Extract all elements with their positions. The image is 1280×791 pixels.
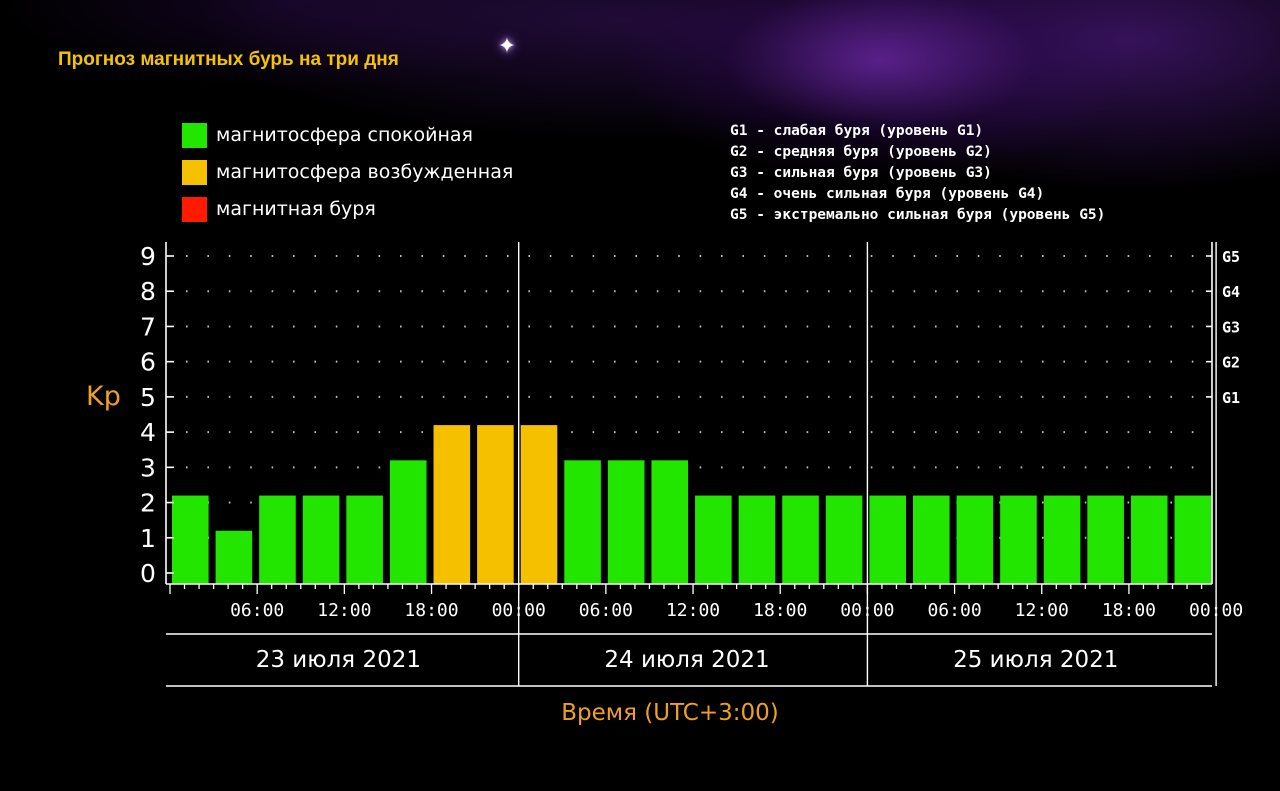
legend-swatch-storm bbox=[182, 196, 207, 222]
time-tick-label: 06:00 bbox=[927, 600, 981, 621]
kp-bar bbox=[215, 530, 253, 584]
time-tick-label: 18:00 bbox=[753, 600, 807, 621]
y-tick-label: 2 bbox=[140, 489, 156, 518]
g-level-label: G3 bbox=[1222, 318, 1240, 336]
y-tick-label: 3 bbox=[140, 453, 156, 482]
legend: магнитосфера спокойная магнитосфера возб… bbox=[182, 122, 513, 233]
kp-bar bbox=[695, 495, 732, 584]
kp-bar bbox=[564, 460, 601, 584]
g-level-label: G1 bbox=[1222, 389, 1240, 407]
time-tick-label: 18:00 bbox=[404, 600, 458, 621]
kp-bar bbox=[738, 495, 776, 584]
kp-bar bbox=[607, 460, 645, 584]
date-label: 24 июля 2021 bbox=[604, 647, 769, 673]
kp-bar bbox=[782, 495, 819, 584]
time-tick-label: 12:00 bbox=[666, 600, 720, 621]
kp-bar bbox=[869, 495, 906, 584]
kp-bar bbox=[1087, 495, 1124, 584]
time-tick-label: 00:00 bbox=[840, 600, 894, 621]
time-tick-label: 00:00 bbox=[492, 600, 546, 621]
time-tick-label: 06:00 bbox=[579, 600, 633, 621]
kp-bar bbox=[912, 495, 950, 584]
storm-level-g4: G4 - очень сильная буря (уровень G4) bbox=[730, 186, 1045, 202]
y-tick-label: 7 bbox=[140, 312, 156, 341]
kp-bar bbox=[389, 460, 427, 584]
legend-label-storm: магнитная буря bbox=[216, 198, 376, 220]
date-label: 25 июля 2021 bbox=[953, 647, 1118, 673]
g-level-label: G2 bbox=[1222, 354, 1240, 372]
legend-swatch-active bbox=[182, 159, 207, 185]
time-tick-label: 12:00 bbox=[317, 600, 371, 621]
kp-bar bbox=[1130, 495, 1168, 584]
y-tick-label: 8 bbox=[140, 277, 156, 306]
g-level-label: G4 bbox=[1222, 283, 1240, 301]
legend-item-storm: магнитная буря bbox=[182, 196, 513, 222]
kp-bar bbox=[520, 425, 558, 584]
star-icon: ✦ bbox=[497, 34, 517, 59]
kp-bar bbox=[172, 495, 209, 584]
legend-swatch-quiet bbox=[182, 122, 207, 148]
kp-bar bbox=[651, 460, 689, 584]
storm-level-g3: G3 - сильная буря (уровень G3) bbox=[730, 165, 992, 181]
kp-bar bbox=[346, 495, 383, 584]
kp-bar bbox=[956, 495, 994, 584]
kp-bar bbox=[477, 425, 514, 584]
kp-bar bbox=[1174, 495, 1212, 584]
storm-level-g5: G5 - экстремально сильная буря (уровень … bbox=[730, 207, 1106, 223]
storm-level-g2: G2 - средняя буря (уровень G2) bbox=[730, 144, 992, 160]
page-title: Прогноз магнитных бурь на три дня bbox=[58, 49, 399, 70]
time-tick-label: 18:00 bbox=[1102, 600, 1156, 621]
legend-label-quiet: магнитосфера спокойная bbox=[216, 124, 473, 146]
y-tick-label: 0 bbox=[140, 559, 156, 588]
date-label: 23 июля 2021 bbox=[256, 647, 421, 673]
y-tick-label: 9 bbox=[140, 242, 156, 271]
time-tick-label: 06:00 bbox=[230, 600, 284, 621]
storm-levels-list: G1 - слабая буря (уровень G1) G2 - средн… bbox=[730, 121, 1105, 226]
y-tick-label: 1 bbox=[140, 524, 156, 553]
y-tick-label: 4 bbox=[140, 418, 156, 447]
time-tick-label: 00:00 bbox=[1189, 600, 1243, 621]
legend-label-active: магнитосфера возбужденная bbox=[216, 161, 514, 183]
kp-bar bbox=[259, 495, 296, 584]
legend-item-quiet: магнитосфера спокойная bbox=[182, 122, 513, 148]
y-tick-label: 6 bbox=[140, 348, 156, 377]
storm-level-g1: G1 - слабая буря (уровень G1) bbox=[730, 123, 984, 139]
y-tick-label: 5 bbox=[140, 383, 156, 412]
kp-bar bbox=[1043, 495, 1081, 584]
x-axis-label: Время (UTC+3:00) bbox=[561, 700, 779, 726]
kp-bar bbox=[825, 495, 863, 584]
kp-bar bbox=[1000, 495, 1037, 584]
y-axis-label: Kp bbox=[86, 381, 121, 412]
g-level-label: G5 bbox=[1222, 248, 1240, 266]
kp-bar bbox=[433, 425, 471, 584]
legend-item-active: магнитосфера возбужденная bbox=[182, 159, 513, 185]
time-tick-label: 12:00 bbox=[1015, 600, 1069, 621]
kp-bar bbox=[302, 495, 340, 584]
